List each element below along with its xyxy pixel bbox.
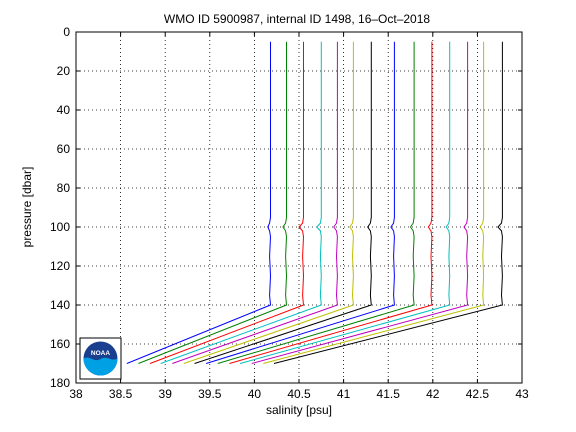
grid-lines bbox=[76, 32, 522, 383]
y-tick-label: 160 bbox=[50, 337, 70, 351]
profile-line-2 bbox=[138, 41, 288, 364]
profile-line-8 bbox=[206, 41, 395, 364]
y-tick-label: 140 bbox=[50, 298, 70, 312]
y-tick-label: 0 bbox=[63, 25, 70, 39]
profile-line-1 bbox=[126, 41, 272, 364]
profile-line-12 bbox=[251, 41, 469, 364]
y-tick-label: 60 bbox=[57, 142, 71, 156]
x-tick-label: 42.5 bbox=[466, 387, 490, 401]
chart-title: WMO ID 5900987, internal ID 1498, 16–Oct… bbox=[164, 12, 430, 26]
logo-text: NOAA bbox=[91, 350, 110, 357]
profile-line-7 bbox=[194, 41, 372, 364]
x-tick-label: 41.5 bbox=[377, 387, 401, 401]
profile-line-9 bbox=[217, 41, 415, 364]
x-tick-label: 40 bbox=[248, 387, 262, 401]
x-tick-label: 38 bbox=[69, 387, 83, 401]
y-axis-ticks: 0 20 40 60 80 100 120 140 160 180 bbox=[50, 25, 522, 390]
x-axis-label: salinity [psu] bbox=[266, 403, 332, 417]
y-tick-label: 100 bbox=[50, 220, 70, 234]
y-tick-label: 120 bbox=[50, 259, 70, 273]
profile-line-13 bbox=[263, 41, 485, 364]
profile-line-11 bbox=[239, 41, 451, 364]
x-tick-label: 41 bbox=[337, 387, 351, 401]
x-axis-ticks: 38 38.5 39 39.5 40 40.5 41 41.5 42 42.5 43 bbox=[69, 32, 529, 401]
y-axis-label: pressure [dbar] bbox=[20, 167, 34, 248]
profile-line-6 bbox=[183, 41, 354, 364]
profile-line-10 bbox=[229, 41, 433, 364]
x-tick-label: 39 bbox=[159, 387, 173, 401]
y-tick-label: 80 bbox=[57, 181, 71, 195]
x-tick-label: 40.5 bbox=[287, 387, 311, 401]
y-tick-label: 180 bbox=[50, 376, 70, 390]
x-tick-label: 42 bbox=[426, 387, 440, 401]
y-tick-label: 40 bbox=[57, 103, 71, 117]
x-tick-label: 38.5 bbox=[109, 387, 133, 401]
x-tick-label: 43 bbox=[515, 387, 529, 401]
logo-seagull-wave bbox=[83, 357, 118, 376]
profile-line-14 bbox=[273, 41, 503, 364]
x-tick-label: 39.5 bbox=[198, 387, 222, 401]
profile-line-5 bbox=[172, 41, 338, 364]
noaa-logo: NOAA bbox=[79, 337, 122, 380]
profile-line-3 bbox=[149, 41, 305, 364]
profile-line-4 bbox=[160, 41, 322, 364]
profile-series bbox=[126, 41, 503, 364]
y-tick-label: 20 bbox=[57, 64, 71, 78]
